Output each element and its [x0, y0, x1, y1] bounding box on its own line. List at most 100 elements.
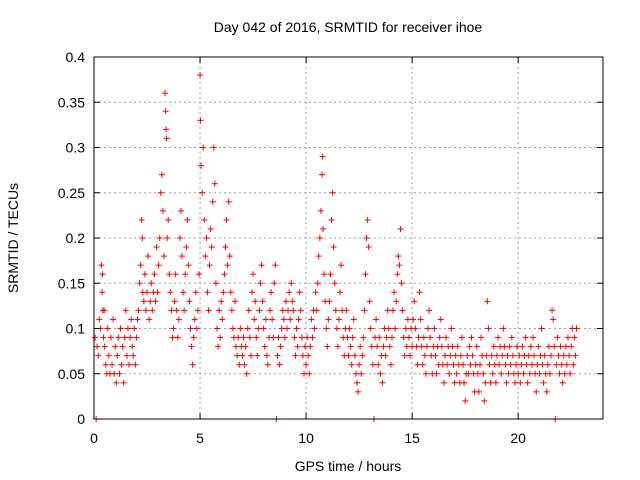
y-tick-label: 0.15	[58, 275, 85, 291]
data-point	[504, 352, 511, 359]
data-point	[551, 343, 558, 350]
data-point	[403, 343, 410, 350]
data-point	[495, 334, 502, 341]
data-point	[185, 262, 192, 269]
data-point	[125, 361, 132, 368]
data-point	[184, 216, 191, 223]
data-point	[358, 370, 365, 377]
data-point	[568, 343, 575, 350]
y-tick-label: 0.3	[66, 140, 86, 156]
data-point	[348, 361, 355, 368]
data-point	[124, 325, 131, 332]
data-point	[375, 361, 382, 368]
data-point	[395, 253, 402, 260]
data-point	[140, 298, 147, 305]
data-point	[268, 289, 275, 296]
data-point	[96, 316, 103, 323]
data-point	[275, 334, 282, 341]
x-tick-label: 15	[404, 430, 420, 446]
data-point	[189, 361, 196, 368]
data-point	[449, 343, 456, 350]
data-point	[303, 361, 310, 368]
data-point	[325, 316, 332, 323]
data-point	[462, 397, 469, 404]
data-point	[480, 370, 487, 377]
data-point	[387, 361, 394, 368]
data-point	[141, 271, 148, 278]
data-point	[278, 325, 285, 332]
data-point	[298, 334, 305, 341]
data-point	[401, 352, 408, 359]
data-point	[365, 244, 372, 251]
data-point	[490, 343, 497, 350]
data-point	[452, 352, 459, 359]
data-point	[101, 307, 108, 314]
data-point	[485, 325, 492, 332]
data-point	[533, 388, 540, 395]
data-point	[295, 316, 302, 323]
data-point	[473, 343, 480, 350]
data-point	[181, 307, 188, 314]
data-point	[560, 352, 567, 359]
data-point	[457, 352, 464, 359]
data-point	[453, 370, 460, 377]
data-point	[464, 352, 471, 359]
data-point	[194, 307, 201, 314]
data-point	[334, 343, 341, 350]
data-point	[277, 343, 284, 350]
data-point	[133, 334, 140, 341]
data-point	[385, 325, 392, 332]
data-point	[338, 262, 345, 269]
data-point	[134, 316, 141, 323]
data-point	[351, 352, 358, 359]
data-point	[229, 325, 236, 332]
data-point	[253, 334, 260, 341]
data-point	[225, 198, 232, 205]
data-point	[373, 316, 380, 323]
data-point	[505, 370, 512, 377]
data-point	[216, 307, 223, 314]
data-point	[163, 135, 170, 142]
data-point	[397, 225, 404, 232]
data-point	[270, 334, 277, 341]
data-point	[241, 361, 248, 368]
data-point	[478, 334, 485, 341]
data-point	[384, 307, 391, 314]
data-point	[316, 235, 323, 241]
data-point	[242, 343, 249, 350]
data-point	[237, 325, 244, 332]
data-point	[524, 379, 531, 386]
data-point	[100, 334, 107, 341]
data-point	[120, 379, 127, 386]
data-point	[313, 307, 320, 314]
data-point	[319, 153, 326, 160]
data-point	[212, 280, 219, 287]
data-point	[294, 343, 301, 350]
data-point	[110, 316, 117, 323]
data-point	[488, 352, 495, 359]
data-point	[498, 370, 505, 377]
data-point	[304, 334, 311, 341]
data-point	[393, 298, 400, 305]
y-tick-label: 0.25	[58, 185, 85, 201]
data-point	[367, 325, 374, 332]
data-point	[507, 361, 514, 368]
data-point	[170, 325, 177, 332]
data-point	[130, 352, 137, 359]
data-point	[468, 334, 475, 341]
data-point	[223, 216, 230, 223]
data-point	[557, 343, 564, 350]
data-point	[353, 379, 360, 386]
data-point	[432, 352, 439, 359]
data-point	[200, 144, 207, 151]
data-point	[283, 325, 290, 332]
data-point	[258, 262, 265, 269]
data-point	[437, 316, 444, 323]
data-point	[392, 325, 399, 332]
data-point	[249, 289, 256, 296]
data-point	[129, 343, 136, 350]
data-point	[444, 361, 451, 368]
data-point	[527, 343, 534, 350]
data-point	[368, 343, 375, 350]
data-point	[465, 370, 472, 377]
